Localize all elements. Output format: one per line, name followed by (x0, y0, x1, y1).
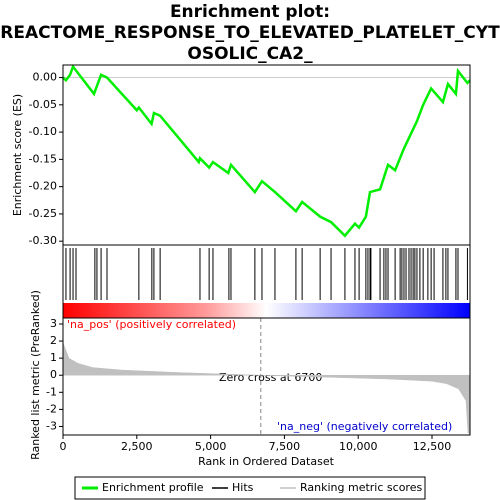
y2-tick-label: 0 (50, 368, 57, 381)
legend-label: Enrichment profile (102, 481, 204, 494)
y-axis-label: Enrichment score (ES) (11, 94, 24, 216)
y2-axis-label: Ranked list metric (PreRanked) (29, 290, 42, 460)
pos-annotation: 'na_pos' (positively correlated) (67, 318, 236, 331)
y2-tick-label: -1 (46, 385, 57, 398)
x-axis-label: Rank in Ordered Dataset (198, 455, 335, 468)
x-tick-label: 5,000 (195, 440, 227, 453)
y-tick-label: -0.10 (29, 125, 57, 138)
legend-label: Hits (232, 481, 254, 494)
x-tick-label: 7,500 (269, 440, 301, 453)
x-tick-label: 0 (60, 440, 67, 453)
y-tick-label: -0.30 (29, 234, 57, 247)
x-tick-label: 10,000 (339, 440, 378, 453)
rank-color-band (63, 303, 470, 318)
panel-frame (62, 317, 471, 436)
neg-annotation: 'na_neg' (negatively correlated) (277, 420, 452, 433)
x-tick-label: 12,500 (413, 440, 452, 453)
zero-cross-annotation: Zero cross at 6700 (219, 371, 322, 384)
y2-tick-label: 1 (50, 351, 57, 364)
x-tick-label: 2,500 (121, 440, 153, 453)
y-tick-label: -0.15 (29, 152, 57, 165)
legend (74, 476, 426, 500)
panel-frame (62, 64, 471, 246)
y-tick-label: -0.05 (29, 98, 57, 111)
chart-title: REACTOME_RESPONSE_TO_ELEVATED_PLATELET_C… (0, 23, 500, 43)
y2-tick-label: 2 (50, 334, 57, 347)
y2-tick-label: 3 (50, 317, 57, 330)
y2-tick-label: -2 (46, 402, 57, 415)
ranking-metric-area (62, 342, 471, 434)
enrichment-line (62, 64, 471, 238)
y2-tick-label: -3 (46, 419, 57, 432)
y-tick-label: 0.00 (33, 71, 58, 84)
y-tick-label: -0.20 (29, 180, 57, 193)
legend-label: Ranking metric scores (300, 481, 422, 494)
y-tick-label: -0.25 (29, 207, 57, 220)
chart-title: OSOLIC_CA2_ (187, 44, 313, 64)
chart-title: Enrichment plot: (170, 2, 330, 22)
